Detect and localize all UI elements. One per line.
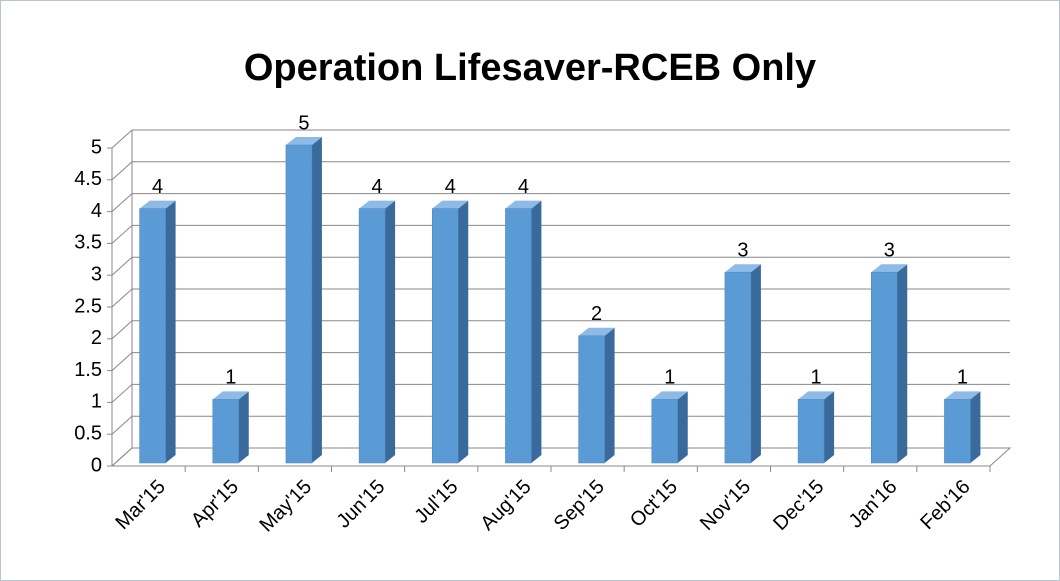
bar-top (798, 391, 835, 400)
y-tick-label: 1 (91, 391, 102, 413)
y-tick-label: 4 (91, 200, 102, 222)
bar (651, 399, 678, 464)
bar-side (897, 264, 908, 463)
bar-top (212, 391, 249, 400)
y-tick-label: 5 (91, 136, 102, 158)
bar-side (677, 391, 688, 463)
bar (285, 144, 313, 464)
data-label: 4 (518, 176, 529, 198)
bar (505, 208, 532, 464)
grid-line-side (111, 352, 133, 371)
data-label: 4 (372, 176, 383, 198)
bar-top (285, 137, 322, 145)
y-tick-label: 3.5 (74, 232, 102, 254)
grid-line-side (111, 288, 133, 308)
data-label: 2 (591, 303, 602, 325)
y-tick-label: 4.5 (74, 168, 102, 190)
bar-top (944, 391, 981, 400)
data-label: 4 (152, 176, 163, 198)
bar-side (385, 200, 396, 463)
bar-side (970, 391, 981, 463)
grid-line-side (111, 447, 133, 467)
bar (358, 208, 386, 464)
bar-side (165, 200, 176, 463)
bar-top (871, 264, 908, 273)
chart-title: Operation Lifesaver-RCEB Only (244, 47, 816, 89)
data-label: 5 (298, 112, 309, 134)
data-label: 3 (737, 239, 748, 261)
bar (797, 399, 825, 464)
bar (432, 208, 459, 464)
bar (212, 399, 239, 464)
bar-side (824, 391, 835, 463)
grid-line-side (111, 161, 133, 181)
y-tick-label: 1.5 (74, 359, 102, 381)
bar-side (604, 327, 615, 463)
grid-line-side (111, 256, 133, 276)
bar-top (432, 200, 469, 209)
bar-top (651, 391, 688, 400)
bar (871, 271, 898, 464)
bar-top (139, 200, 176, 209)
data-label: 4 (445, 176, 456, 198)
bar-side (458, 200, 469, 463)
bar (944, 399, 971, 464)
grid-line-side (111, 225, 133, 244)
bar-top (505, 200, 542, 209)
bar (724, 271, 752, 464)
y-tick-label: 2 (91, 327, 102, 349)
data-label: 1 (664, 367, 675, 389)
bar-top (578, 327, 615, 336)
grid-line-side (111, 384, 133, 403)
bar (139, 208, 166, 464)
data-label: 3 (884, 239, 895, 261)
y-tick-label: 3 (91, 263, 102, 285)
y-tick-label: 0 (91, 454, 102, 476)
data-label: 1 (811, 367, 822, 389)
data-label: 1 (225, 367, 236, 389)
bar-side (750, 264, 761, 463)
data-label: 1 (957, 367, 968, 389)
y-tick-label: 0.5 (74, 422, 102, 444)
grid-line-side (111, 129, 133, 149)
grid-line-side (111, 415, 133, 435)
bar-side (238, 391, 249, 463)
bar-side (311, 137, 322, 463)
bar-top (724, 264, 761, 273)
bar (578, 335, 605, 464)
grid-line-side (111, 320, 133, 340)
y-tick-label: 2.5 (74, 295, 102, 317)
grid-line-side (111, 193, 133, 212)
bar-top (359, 200, 396, 209)
bar-side (531, 200, 542, 463)
